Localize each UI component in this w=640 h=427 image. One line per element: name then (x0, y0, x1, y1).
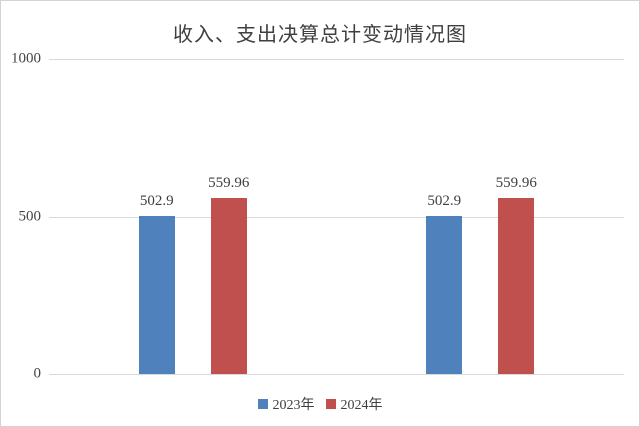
legend-label: 2024年 (340, 398, 383, 413)
data-label: 559.96 (208, 174, 250, 191)
legend-item: 2023年 (257, 394, 315, 414)
bar-2024 (210, 197, 247, 374)
y-axis-tick-label: 500 (18, 208, 42, 224)
y-axis-tick-label: 1000 (11, 50, 41, 67)
legend-item: 2024年 (325, 394, 383, 414)
plot-area: 0 500 1000 502.9 559.96 502.9 559.96 (11, 51, 624, 382)
y-axis-tick-label: 0 (33, 365, 42, 382)
legend-swatch-icon (257, 399, 268, 409)
data-label: 502.9 (139, 192, 174, 209)
gridline (49, 216, 624, 218)
bar-2023 (426, 215, 463, 374)
legend-label: 2023年 (272, 398, 315, 413)
bar-2023 (138, 215, 175, 374)
gridline (49, 374, 624, 375)
chart-title: 收入、支出决算总计变动情况图 (173, 24, 467, 46)
legend-swatch-icon (325, 399, 336, 409)
data-label: 502.9 (427, 192, 462, 209)
bar-2024 (498, 197, 535, 374)
legend: 2023年 2024年 (1, 395, 639, 413)
data-label: 559.96 (495, 174, 537, 191)
gridline (49, 59, 624, 60)
